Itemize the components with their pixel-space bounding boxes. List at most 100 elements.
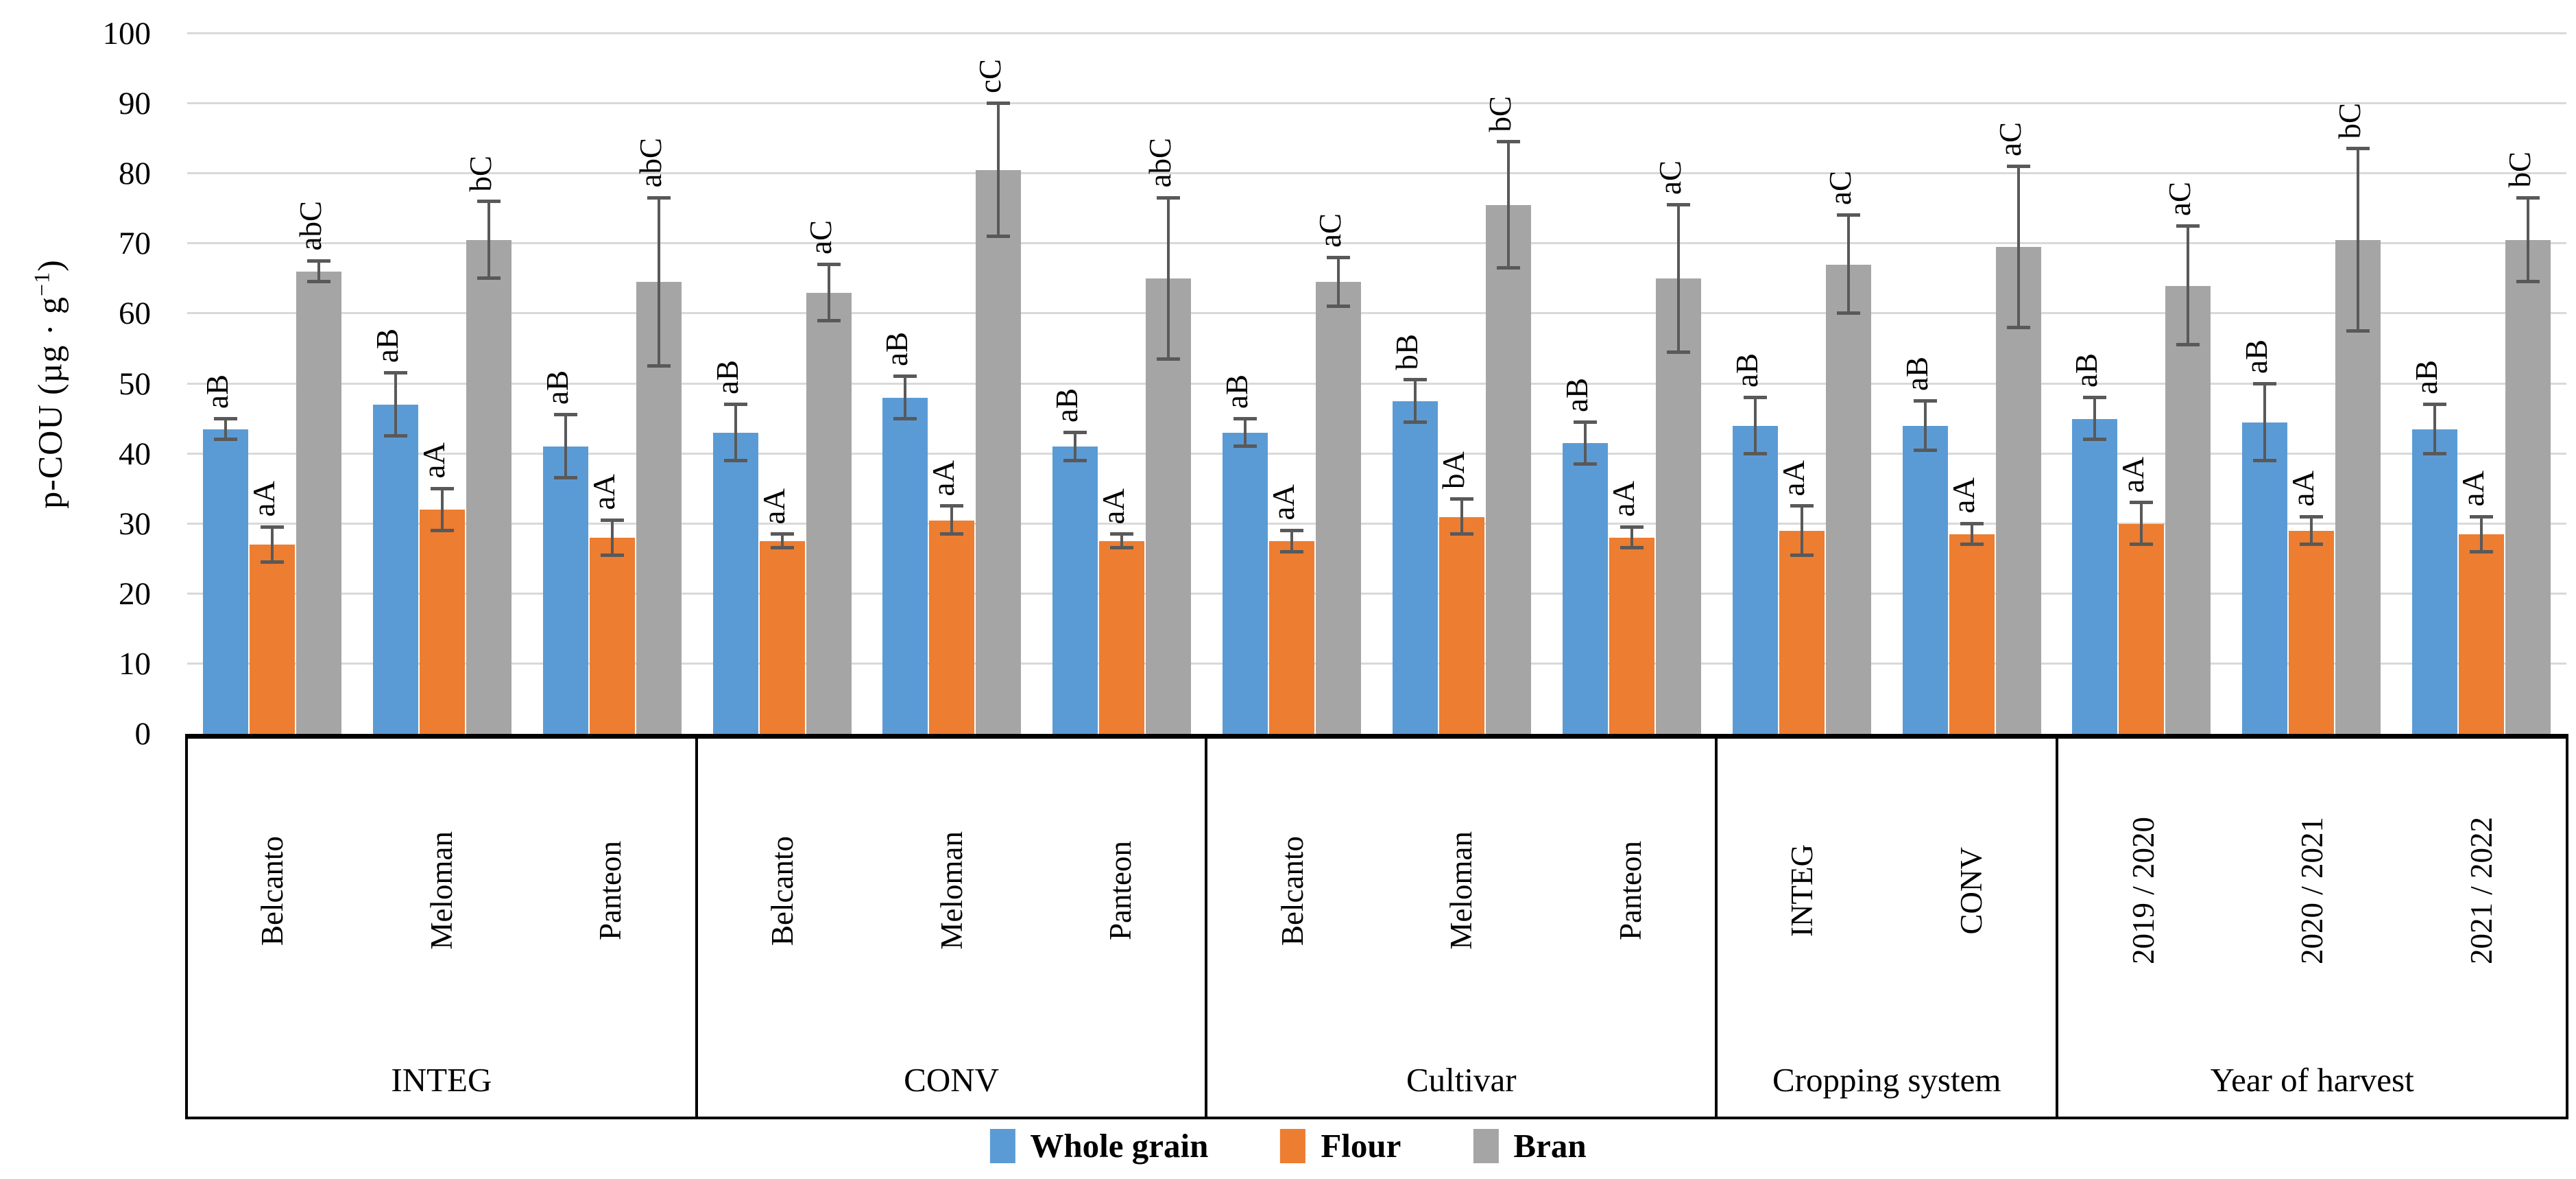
error-bar-cap-bottom bbox=[2083, 438, 2107, 442]
bar-letter-label-text: aC bbox=[1822, 171, 1857, 206]
category-label-text: 2019 / 2020 bbox=[2126, 816, 2160, 964]
error-bar-cap-bottom bbox=[2176, 343, 2200, 347]
error-bar-cap-bottom bbox=[893, 416, 917, 420]
bar-letter-label-text: aA bbox=[1606, 481, 1641, 517]
bar-letter-label-text: aB bbox=[540, 370, 575, 405]
bar-flour bbox=[419, 510, 465, 734]
error-bar-cap-bottom bbox=[940, 532, 964, 536]
bar-letter-label-text: bC bbox=[2333, 102, 2368, 139]
error-bar bbox=[1413, 380, 1417, 422]
bar-flour bbox=[1779, 530, 1825, 734]
bar-letter-label: abC bbox=[633, 138, 668, 191]
bar-bran bbox=[1825, 264, 1871, 734]
bar-bran bbox=[806, 292, 852, 734]
y-tick-label: 70 bbox=[119, 226, 151, 262]
error-bar-cap-top bbox=[1743, 395, 1767, 399]
category-group: Belcanto Meloman Panteon CONV bbox=[698, 739, 1208, 1117]
category-names-row: Belcanto Meloman Panteon bbox=[1207, 739, 1715, 1043]
legend-label: Whole grain bbox=[1030, 1127, 1209, 1165]
bar-letter-label: bC bbox=[464, 156, 498, 195]
category-label-text: Belcanto bbox=[255, 835, 290, 946]
bar-letter-label-text: bA bbox=[1436, 451, 1471, 489]
category-label: Panteon bbox=[526, 841, 695, 940]
category-label-text: Panteon bbox=[593, 841, 628, 940]
bar-letter-label: aA bbox=[756, 488, 791, 527]
bar-bran bbox=[2165, 285, 2211, 734]
category-label: 2021 / 2022 bbox=[2396, 817, 2566, 964]
error-bar bbox=[734, 405, 737, 461]
error-bar bbox=[2527, 198, 2530, 283]
error-bar-cap-bottom bbox=[1836, 311, 1860, 315]
bar-whole-grain bbox=[2242, 422, 2288, 734]
error-bar-cap-top bbox=[2300, 514, 2324, 519]
bar-letter-label-text: aA bbox=[246, 481, 281, 517]
category-label: INTEG bbox=[1718, 844, 1887, 937]
error-bar-cap-top bbox=[260, 525, 284, 529]
bar-letter-label-text: aB bbox=[880, 332, 915, 367]
bar-letter-label: aB bbox=[1050, 388, 1084, 426]
bar-letter-label-text: aB bbox=[2069, 353, 2104, 388]
bar-letter-label: aA bbox=[2456, 471, 2491, 510]
category-label: CONV bbox=[1887, 847, 2056, 935]
error-bar-cap-bottom bbox=[260, 560, 284, 564]
category-label: Meloman bbox=[357, 831, 527, 949]
bar-letter-label: aB bbox=[370, 329, 405, 366]
bar-letter-label: aA bbox=[587, 474, 621, 513]
bar-letter-label: aA bbox=[1606, 481, 1641, 520]
bar-whole-grain bbox=[1562, 443, 1608, 734]
bar-letter-label-text: abC bbox=[633, 138, 668, 188]
bar-whole-grain bbox=[882, 397, 928, 734]
bar-letter-label-text: aA bbox=[2456, 471, 2491, 507]
bar-whole-grain bbox=[1732, 425, 1778, 734]
bar-letter-label: aC bbox=[1993, 122, 2027, 160]
bar-letter-label: aA bbox=[1266, 484, 1301, 523]
error-bar-cap-bottom bbox=[2470, 549, 2494, 553]
error-bar-cap-bottom bbox=[723, 458, 747, 462]
group-label: Cultivar bbox=[1406, 1060, 1517, 1099]
gridline bbox=[187, 172, 2566, 175]
error-bar-cap-bottom bbox=[1496, 266, 1520, 270]
bar-whole-grain bbox=[1223, 432, 1268, 734]
bar-letter-label: aC bbox=[2163, 182, 2197, 219]
bar-letter-label-text: aA bbox=[1776, 460, 1811, 497]
error-bar-cap-top bbox=[213, 416, 237, 420]
bar-flour bbox=[929, 520, 975, 734]
bar-letter-label-text: aA bbox=[756, 488, 791, 525]
bar-flour bbox=[1439, 516, 1484, 734]
category-label: Panteon bbox=[1546, 841, 1716, 940]
bar-letter-label: aC bbox=[1313, 213, 1347, 251]
error-bar-cap-top bbox=[2083, 395, 2107, 399]
bar-whole-grain bbox=[1392, 401, 1438, 734]
error-bar bbox=[1337, 257, 1340, 307]
bar-letter-label: aB bbox=[1899, 357, 1934, 394]
bar-whole-grain bbox=[2072, 418, 2118, 734]
bar-letter-label-text: aB bbox=[710, 360, 745, 395]
error-bar-cap-top bbox=[2470, 514, 2494, 519]
error-bar bbox=[1167, 198, 1170, 359]
gridline bbox=[187, 592, 2566, 595]
bar-bran bbox=[1485, 205, 1531, 734]
error-bar-cap-top bbox=[1110, 532, 1134, 536]
bar-letter-label-text: aB bbox=[1899, 357, 1934, 392]
bar-letter-label: aB bbox=[2069, 353, 2104, 391]
category-label: 2019 / 2020 bbox=[2058, 817, 2228, 964]
bar-letter-label-text: aB bbox=[1729, 353, 1764, 388]
bar-letter-label: aB bbox=[2409, 360, 2444, 398]
gridline bbox=[187, 312, 2566, 315]
bar-letter-label-text: aC bbox=[1993, 122, 2027, 156]
error-bar-cap-top bbox=[2130, 501, 2154, 505]
category-group: Belcanto Meloman Panteon INTEG bbox=[188, 739, 698, 1117]
group-label: Cropping system bbox=[1772, 1060, 2001, 1099]
error-bar bbox=[780, 534, 784, 549]
error-bar-cap-bottom bbox=[2346, 329, 2370, 333]
error-bar bbox=[904, 377, 907, 419]
y-tick-label: 10 bbox=[119, 645, 151, 682]
error-bar bbox=[1244, 418, 1247, 447]
y-tick-label: 90 bbox=[119, 86, 151, 122]
error-bar-cap-top bbox=[2006, 165, 2030, 168]
bar-letter-label: bC bbox=[2333, 102, 2368, 143]
error-bar bbox=[2357, 149, 2360, 331]
y-tick-label: 30 bbox=[119, 505, 151, 542]
bar-letter-label-text: aA bbox=[1096, 488, 1131, 525]
error-bar-cap-top bbox=[553, 413, 577, 417]
